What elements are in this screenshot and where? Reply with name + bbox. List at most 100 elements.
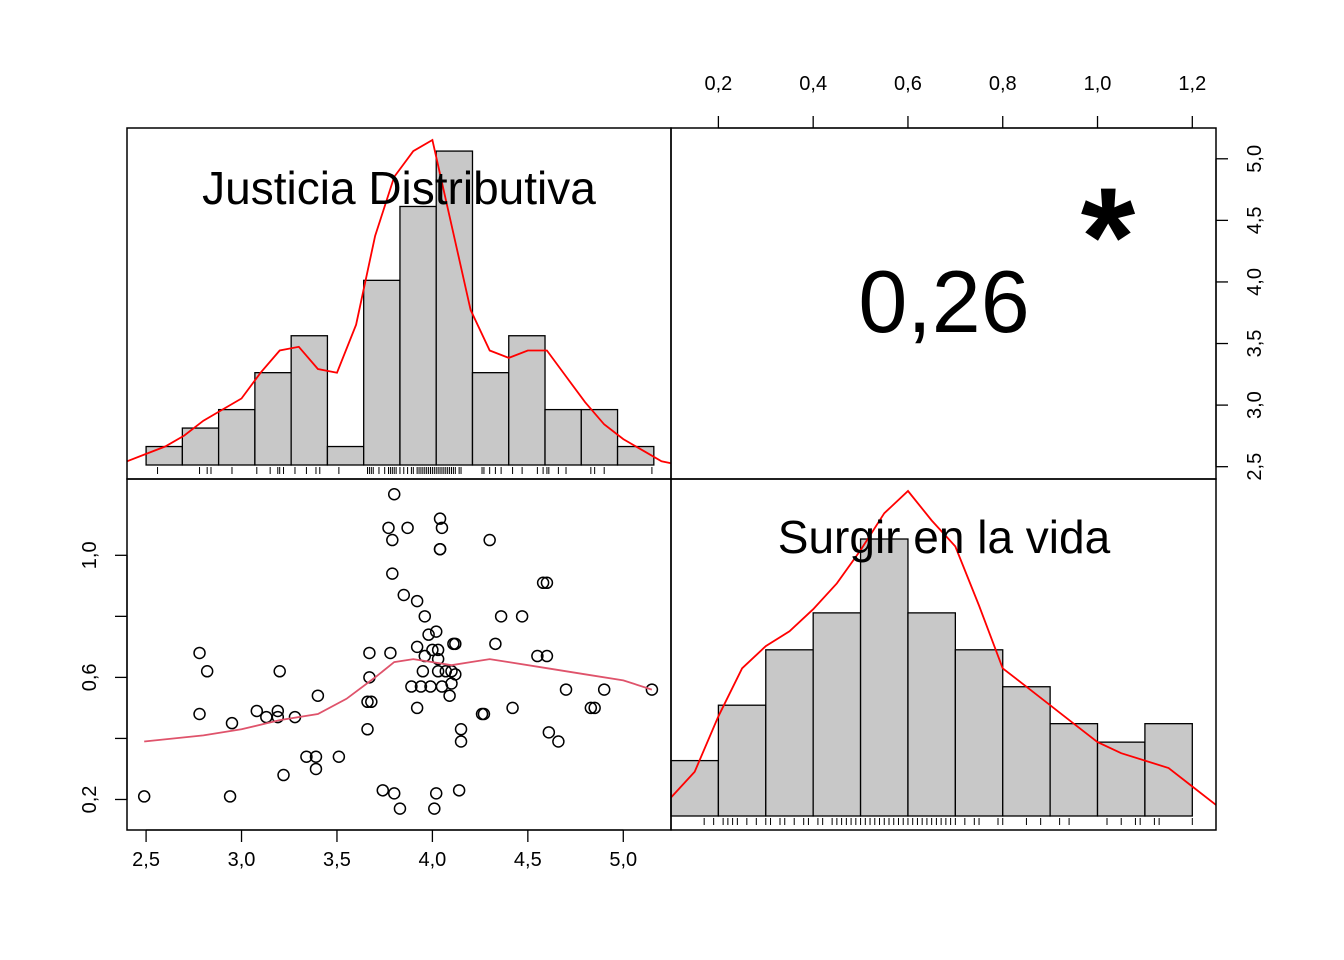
- density-curve-2: [670, 489, 1217, 806]
- scatter-point-82: [645, 683, 659, 696]
- scatter-point-64: [454, 735, 468, 748]
- x-axis-bottom-tick-label: 5,0: [609, 849, 637, 871]
- scatter-point-17: [332, 750, 346, 763]
- scatter-point-30: [393, 802, 407, 815]
- scatter-point-6: [250, 704, 264, 718]
- scatter-point-66: [477, 707, 491, 721]
- scatter-point-39: [418, 610, 432, 623]
- scatter-point-41: [422, 628, 435, 641]
- histogram-panel-justicia-distributiva: [126, 138, 672, 474]
- histogram-bar-1-7: [399, 205, 437, 466]
- scatter-point-11: [277, 768, 290, 782]
- scatter-point-26: [386, 533, 399, 547]
- histogram-bar-2-5: [907, 612, 956, 817]
- scatter-point-18: [361, 695, 374, 709]
- significance-star: *: [1081, 158, 1136, 315]
- x-axis-top-tick-label: 0,8: [989, 73, 1017, 95]
- scatter-point-78: [559, 683, 573, 696]
- scatter-point-3: [200, 665, 214, 678]
- scatter-point-16: [311, 689, 325, 702]
- scatter-point-45: [429, 787, 443, 800]
- x-axis-bottom-tick-label: 3,5: [323, 849, 351, 871]
- histogram-bar-1-11: [544, 408, 582, 466]
- scatter-point-48: [431, 665, 445, 678]
- scatter-point-46: [429, 625, 443, 638]
- scatter-panel: [137, 488, 659, 815]
- scatter-point-73: [536, 576, 550, 590]
- scatter-point-43: [426, 643, 439, 657]
- variable-label-justicia-distributiva: Justicia Distributiva: [202, 162, 596, 214]
- scatter-point-68: [489, 637, 502, 651]
- histogram-bar-1-13: [616, 445, 655, 466]
- scatter-point-79: [584, 701, 598, 715]
- scatter-point-8: [271, 704, 285, 718]
- scatter-point-70: [506, 701, 519, 715]
- scatter-point-22: [365, 695, 378, 709]
- scatter-point-24: [382, 521, 395, 535]
- scatter-point-10: [273, 665, 286, 678]
- x-axis-bottom-tick-label: 3,0: [228, 849, 256, 871]
- scatter-point-49: [431, 643, 445, 657]
- histogram-bar-2-7: [1002, 686, 1051, 817]
- panel-frame-br: [670, 478, 1217, 831]
- y-axis-right-tick-label: 5,0: [1244, 145, 1266, 173]
- scatter-point-4: [223, 790, 237, 803]
- loess-line: [144, 658, 653, 743]
- histogram-bar-2-10: [1144, 723, 1193, 817]
- histogram-bar-2-4: [859, 538, 909, 817]
- scatter-point-36: [410, 640, 424, 654]
- density-curve-1: [126, 138, 672, 465]
- scatter-point-14: [309, 750, 323, 763]
- x-axis-top-tick-label: 0,2: [704, 73, 732, 95]
- histogram-bar-2-6: [954, 649, 1004, 817]
- y-axis-left-tick-label: 1,0: [79, 541, 101, 569]
- correlation-value-label: 0,26: [858, 252, 1029, 351]
- scatter-point-5: [225, 716, 239, 730]
- y-axis-right-tick-label: 3,5: [1244, 330, 1266, 358]
- histogram-bar-2-0: [670, 759, 720, 817]
- histogram-bar-1-2: [217, 408, 256, 466]
- histogram-bar-1-0: [145, 445, 184, 466]
- scatter-point-2: [193, 707, 206, 721]
- scatter-point-32: [401, 521, 414, 535]
- scatter-point-53: [435, 521, 449, 535]
- scatter-point-20: [363, 646, 376, 660]
- scatter-point-29: [387, 787, 401, 800]
- scatter-point-74: [540, 576, 554, 590]
- scatter-point-25: [384, 646, 397, 660]
- scatter-point-37: [414, 680, 428, 693]
- scatter-point-62: [452, 784, 466, 797]
- scatter-point-56: [443, 689, 456, 702]
- scatter-point-34: [410, 594, 424, 608]
- scatter-point-67: [483, 533, 496, 547]
- histogram-bar-1-5: [326, 445, 365, 466]
- y-axis-left-tick-label: 0,6: [79, 663, 101, 691]
- scatter-point-35: [410, 701, 424, 715]
- y-axis-right-tick-label: 4,5: [1244, 206, 1266, 234]
- scatter-point-50: [433, 512, 447, 525]
- x-axis-top-tick-label: 1,0: [1084, 73, 1112, 95]
- scatter-point-38: [416, 665, 430, 678]
- scatter-point-15: [309, 762, 323, 776]
- scatter-point-63: [454, 723, 468, 736]
- histogram-bar-1-10: [508, 335, 546, 466]
- scatter-point-0: [137, 790, 151, 803]
- scatter-point-81: [597, 683, 611, 696]
- histogram-bar-1-9: [471, 372, 510, 466]
- histogram-bar-1-6: [363, 279, 401, 466]
- scatter-point-52: [433, 542, 447, 556]
- histogram-bar-1-8: [435, 150, 474, 466]
- scatter-point-47: [431, 652, 445, 666]
- x-axis-top-tick-label: 1,2: [1178, 73, 1206, 95]
- panel-frame-bl: [126, 478, 672, 831]
- scatter-point-60: [449, 637, 462, 651]
- scatter-point-77: [552, 735, 565, 748]
- histogram-panel-surgir-en-la-vida: [670, 489, 1217, 825]
- scatter-point-76: [542, 726, 556, 739]
- scatter-point-28: [387, 488, 401, 501]
- scatter-point-9: [271, 710, 285, 724]
- scatter-point-27: [386, 567, 399, 580]
- scatter-point-7: [260, 710, 273, 724]
- histogram-bar-1-4: [290, 335, 329, 466]
